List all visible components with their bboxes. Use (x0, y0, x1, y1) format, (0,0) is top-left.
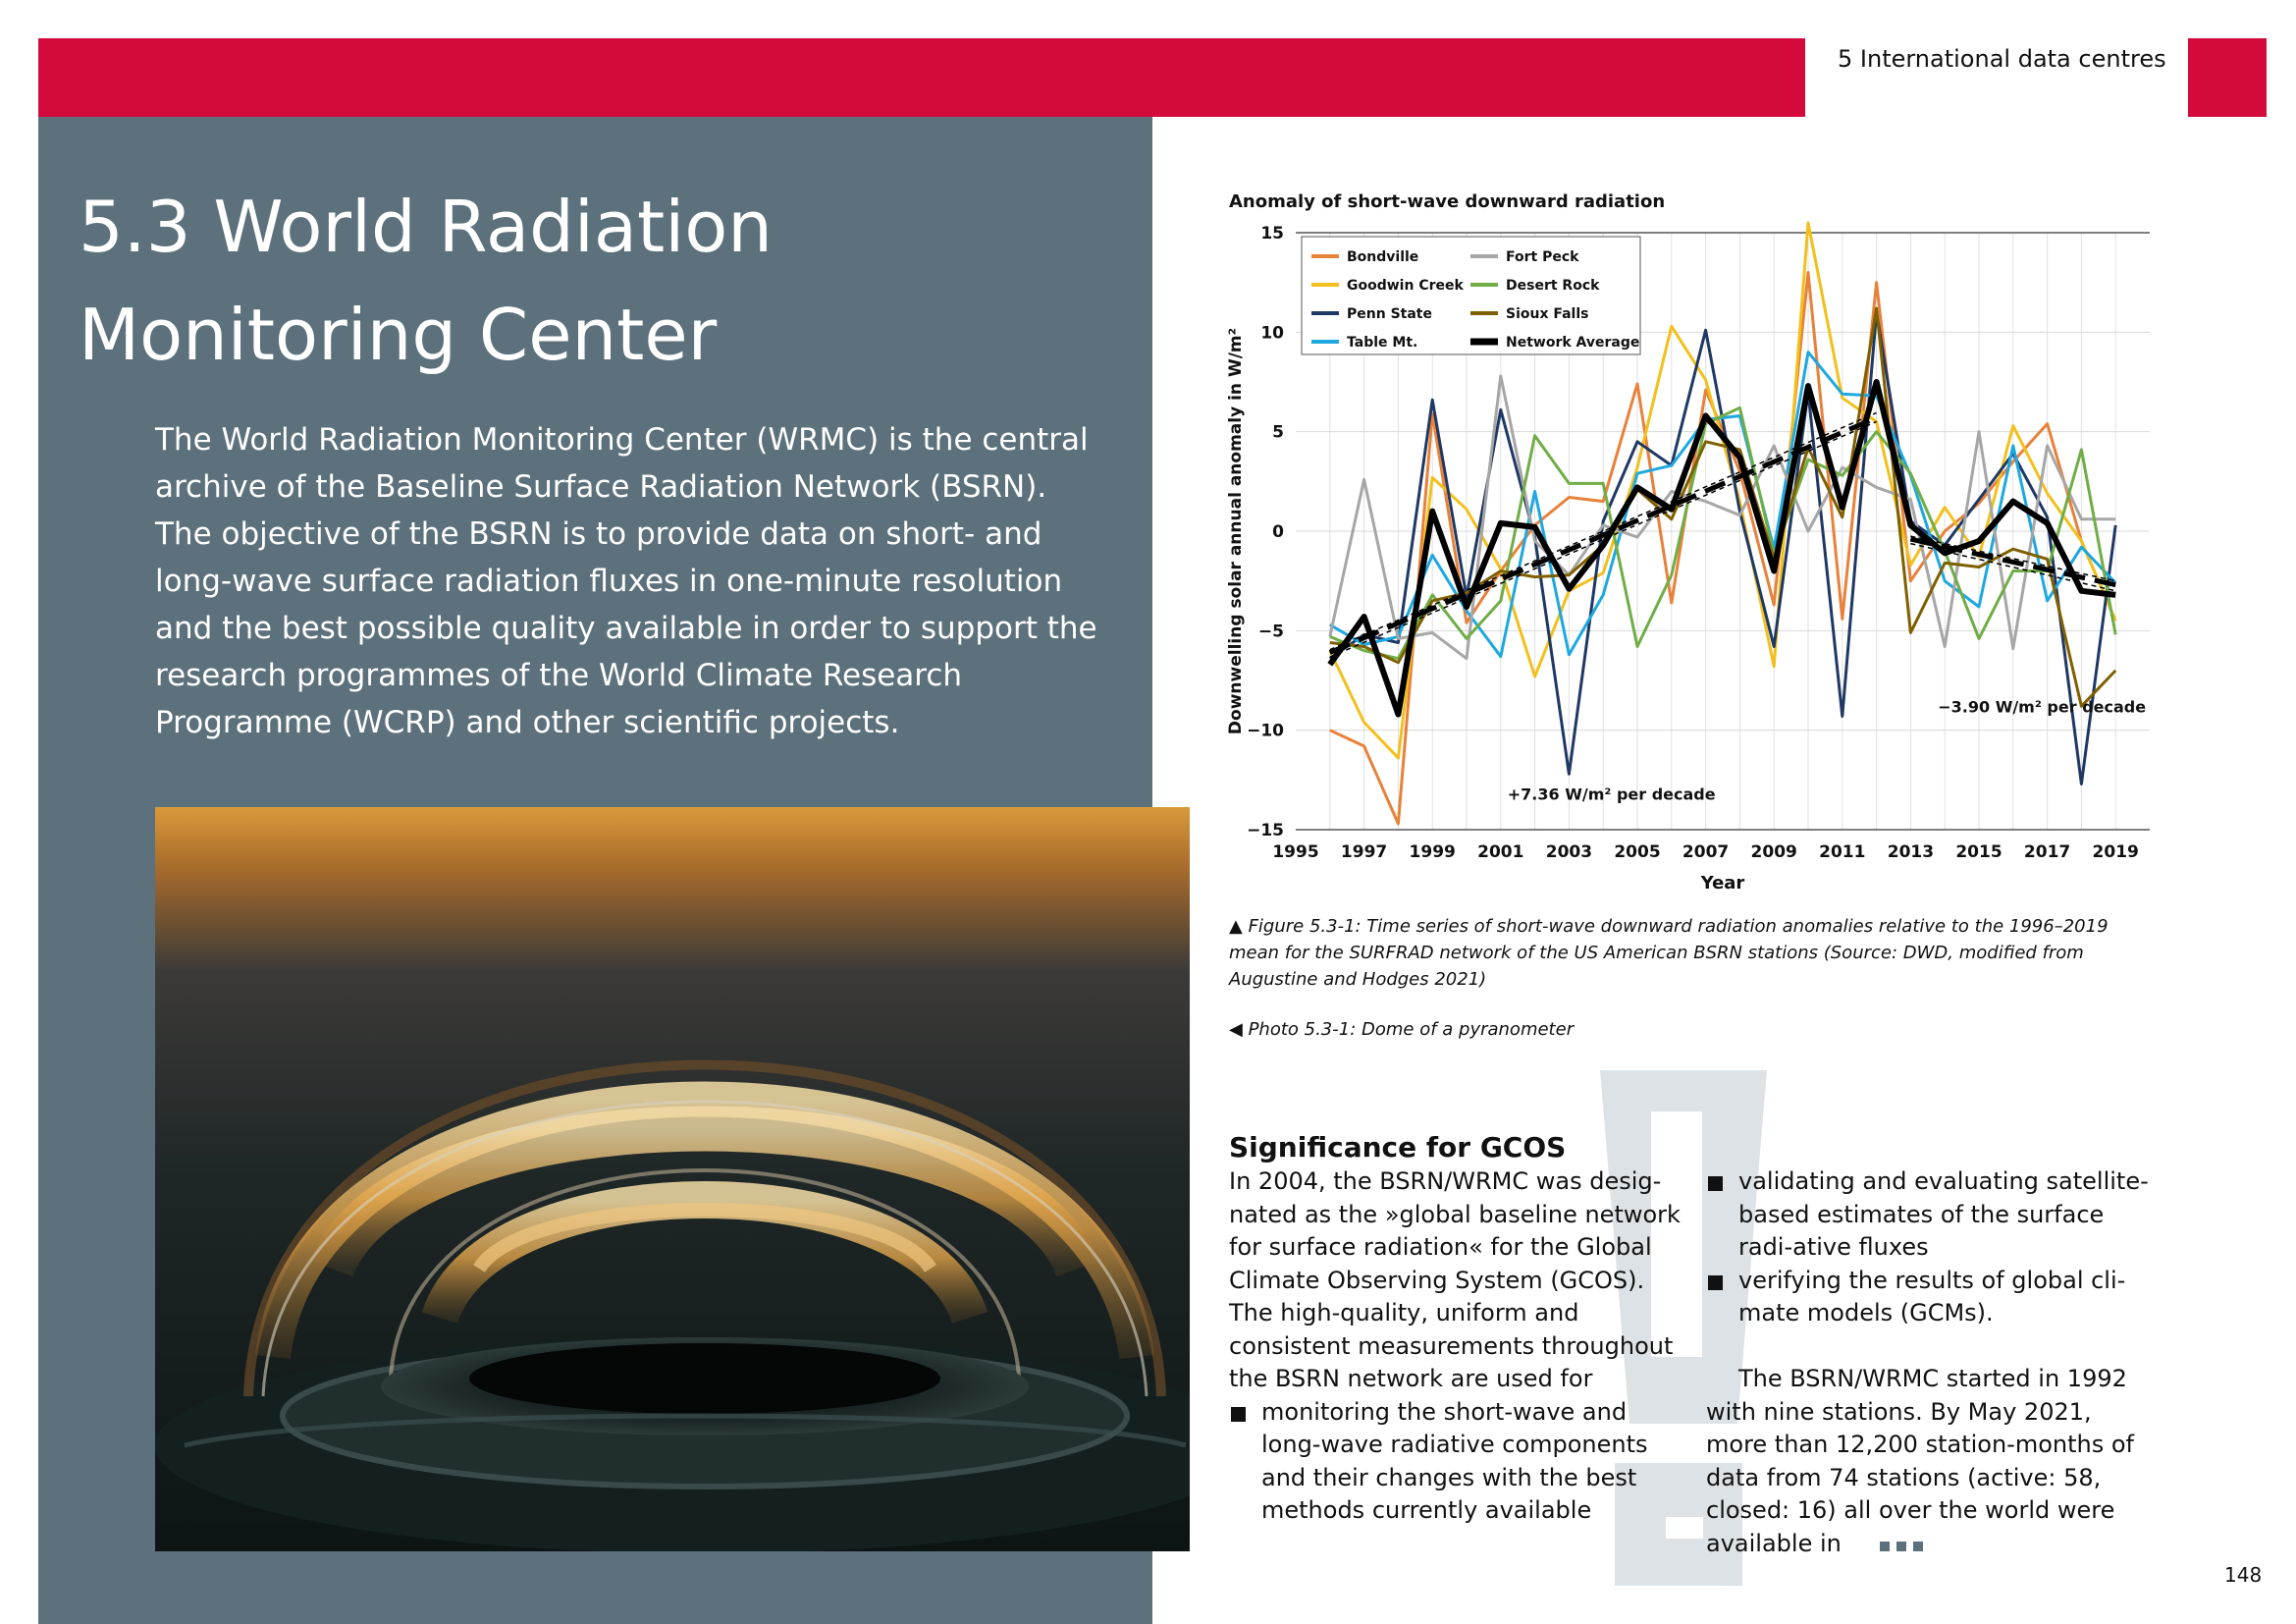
series-line-fort-peck (1328, 374, 2116, 661)
trend-line (1909, 536, 2116, 588)
anomaly-line-chart: −15 −10 −5 0 5 10 15 1995 1997 1999 2001 2003 2005 20… (1226, 221, 2150, 893)
x-tick-label: 2015 (1955, 842, 2002, 862)
y-tick-label: 10 (1260, 323, 1284, 343)
y-tick-label: 0 (1272, 522, 1284, 542)
y-tick-label: −10 (1247, 722, 1284, 741)
section-label: 5 International data centres (1838, 45, 2166, 73)
series-line-network-average (1327, 379, 2116, 718)
chart-title: Anomaly of short-wave downward radiation (1229, 191, 1666, 212)
x-tick-label: 2007 (1682, 842, 1729, 862)
x-tick-label: 2011 (1819, 842, 1865, 862)
figure-caption: ▲ Figure 5.3-1: Time series of short-wav… (1229, 916, 2109, 990)
legend-label: Fort Peck (1506, 249, 1579, 265)
section-tab (1805, 38, 2188, 117)
significance-paragraph-2: The BSRN/WRMC started in 1992 with nine … (1706, 1363, 2158, 1560)
x-tick-label: 1997 (1341, 842, 1387, 862)
pyranometer-dome-photo (155, 807, 1190, 1551)
x-tick-label: 2019 (2093, 842, 2139, 862)
list-item: validating and evaluating satellite-base… (1706, 1165, 2158, 1265)
page-title: 5.3 World Radiation Monitoring Center (79, 186, 773, 376)
list-item-text: monitoring the short-wave and long-wave … (1261, 1397, 1648, 1525)
x-tick-label: 2003 (1546, 842, 1592, 862)
photo-caption: ◀ Photo 5.3-1: Dome of a pyranometer (1229, 1019, 1575, 1040)
list-item-text: verifying the results of global cli-mate… (1738, 1266, 2126, 1327)
trend-confidence-upper (1329, 411, 1877, 651)
trend-line (1328, 415, 1878, 655)
significance-paragraph-1: In 2004, the BSRN/WRMC was desig-nated a… (1229, 1167, 1681, 1392)
legend-label: Goodwin Creek (1347, 278, 1464, 294)
legend-label: Network Average (1506, 335, 1639, 351)
series-line-table-mt- (1329, 351, 2117, 659)
header-bar (38, 38, 1805, 117)
x-tick-label: 2017 (2024, 842, 2070, 862)
significance-column-1: In 2004, the BSRN/WRMC was desig-nated a… (1229, 1165, 1681, 1528)
y-tick-label: 5 (1272, 423, 1284, 443)
trend-confidence-lower (1329, 420, 1877, 658)
legend-label: Sioux Falls (1506, 306, 1589, 322)
intro-paragraph: The World Radiation Monitoring Center (W… (155, 422, 1097, 740)
list-item: verifying the results of global cli-mate… (1706, 1265, 2158, 1330)
series-line-desert-rock (1329, 406, 2117, 661)
exclamation-mark-graphic (1600, 1070, 1767, 1586)
legend-label: Desert Rock (1506, 278, 1600, 294)
page-number: 148 (2224, 1563, 2263, 1587)
x-axis-label: Year (1700, 873, 1745, 893)
list-item-text: validating and evaluating satellite-base… (1738, 1167, 2149, 1261)
header-accent-square (2188, 38, 2267, 117)
y-tick-label: −5 (1258, 622, 1284, 641)
bullet-square-icon (1708, 1274, 1723, 1290)
significance-column-2: validating and evaluating satellite-base… (1706, 1165, 2158, 1560)
trend-label: −3.90 W/m² per decade (1938, 697, 2146, 716)
y-tick-label: 15 (1260, 224, 1284, 244)
x-tick-label: 2009 (1751, 842, 1797, 862)
significance-paragraph-2-text: The BSRN/WRMC started in 1992 with nine … (1706, 1365, 2134, 1557)
significance-title: Significance for GCOS (1229, 1131, 1567, 1164)
bullet-square-icon (1231, 1406, 1246, 1422)
list-item: monitoring the short-wave and long-wave … (1229, 1396, 1681, 1528)
y-tick-label: −15 (1247, 821, 1284, 840)
legend-label: Table Mt. (1347, 335, 1417, 351)
x-tick-label: 1995 (1272, 842, 1318, 862)
x-tick-label: 2013 (1888, 842, 1934, 862)
bullet-square-icon (1708, 1176, 1723, 1191)
legend-label: Penn State (1347, 306, 1432, 322)
legend-label: Bondville (1347, 249, 1418, 265)
x-tick-label: 2005 (1614, 842, 1660, 862)
x-tick-label: 2001 (1477, 842, 1523, 862)
continued-dots-icon (1847, 1528, 1930, 1561)
x-tick-label: 1999 (1410, 842, 1456, 862)
series-line-penn-state (1328, 310, 2117, 785)
trend-label: +7.36 W/m² per decade (1508, 785, 1716, 804)
y-axis-label: Downwelling solar annual anomaly in W/m² (1226, 328, 1246, 734)
